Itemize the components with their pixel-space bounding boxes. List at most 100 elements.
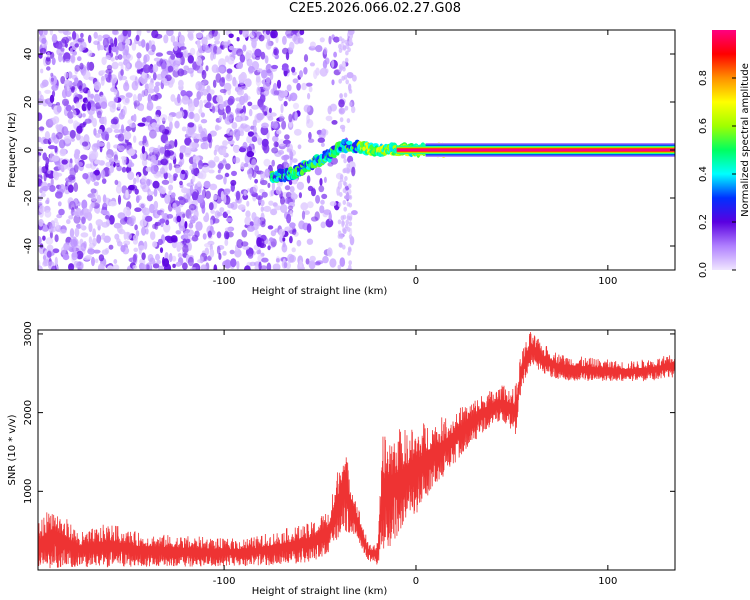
noise-mark bbox=[168, 190, 172, 196]
noise-mark bbox=[38, 218, 44, 227]
noise-mark bbox=[116, 238, 121, 244]
colorbar-gradient bbox=[712, 30, 736, 270]
noise-mark bbox=[72, 109, 77, 118]
noise-mark bbox=[184, 221, 188, 229]
noise-mark bbox=[346, 72, 354, 79]
noise-mark bbox=[339, 257, 346, 267]
carrier-line-mark bbox=[396, 148, 675, 152]
noise-mark bbox=[198, 159, 203, 170]
x-tick-label: -100 bbox=[213, 576, 236, 587]
noise-mark bbox=[254, 265, 260, 270]
noise-mark bbox=[139, 152, 147, 161]
noise-mark bbox=[230, 201, 238, 210]
noise-mark bbox=[289, 92, 298, 102]
noise-mark bbox=[253, 125, 257, 134]
noise-mark bbox=[69, 47, 73, 55]
noise-mark bbox=[126, 54, 134, 61]
noise-mark bbox=[189, 141, 196, 151]
noise-mark bbox=[146, 100, 154, 111]
noise-mark bbox=[76, 125, 83, 134]
noise-mark bbox=[306, 238, 314, 245]
noise-mark bbox=[199, 99, 204, 110]
noise-mark bbox=[103, 116, 107, 126]
noise-mark bbox=[271, 159, 276, 167]
noise-mark bbox=[303, 104, 311, 113]
noise-mark bbox=[185, 238, 191, 244]
noise-mark bbox=[243, 162, 249, 168]
noise-mark bbox=[45, 237, 54, 245]
noise-mark bbox=[225, 105, 231, 114]
noise-mark bbox=[248, 108, 253, 117]
y-tick-label: 2000 bbox=[23, 400, 34, 425]
noise-mark bbox=[289, 41, 295, 51]
noise-mark bbox=[96, 194, 102, 204]
noise-mark bbox=[68, 263, 75, 270]
noise-mark bbox=[270, 30, 278, 39]
noise-mark bbox=[201, 69, 207, 80]
noise-mark bbox=[67, 184, 74, 193]
noise-mark bbox=[166, 50, 173, 56]
noise-mark bbox=[260, 212, 265, 222]
noise-mark bbox=[224, 239, 229, 246]
noise-mark bbox=[111, 61, 119, 70]
noise-mark bbox=[113, 144, 120, 149]
noise-mark bbox=[260, 206, 264, 212]
noise-mark bbox=[108, 44, 112, 54]
noise-mark bbox=[261, 69, 268, 79]
noise-mark bbox=[242, 193, 249, 200]
noise-mark bbox=[246, 200, 250, 207]
noise-mark bbox=[348, 194, 353, 200]
noise-mark bbox=[236, 260, 240, 270]
noise-mark bbox=[90, 103, 96, 111]
noise-mark bbox=[213, 264, 218, 270]
noise-mark bbox=[285, 30, 293, 37]
noise-mark bbox=[348, 247, 352, 253]
noise-mark bbox=[338, 44, 342, 49]
noise-mark bbox=[77, 37, 85, 43]
noise-mark bbox=[236, 48, 244, 57]
noise-mark bbox=[188, 222, 194, 229]
noise-mark bbox=[150, 154, 157, 162]
noise-mark bbox=[117, 54, 123, 60]
noise-mark bbox=[93, 40, 100, 46]
noise-mark bbox=[122, 96, 130, 106]
noise-mark bbox=[263, 205, 272, 212]
noise-mark bbox=[58, 184, 66, 193]
noise-mark bbox=[271, 181, 275, 192]
noise-mark bbox=[330, 157, 338, 165]
noise-mark bbox=[191, 234, 199, 242]
noise-mark bbox=[339, 65, 344, 71]
noise-mark bbox=[190, 70, 194, 78]
noise-mark bbox=[46, 250, 52, 258]
noise-mark bbox=[235, 107, 240, 118]
noise-mark bbox=[163, 258, 170, 268]
noise-mark bbox=[73, 214, 81, 224]
noise-mark bbox=[251, 104, 259, 110]
noise-mark bbox=[118, 145, 125, 152]
noise-mark bbox=[275, 256, 281, 264]
noise-mark bbox=[148, 123, 156, 129]
noise-mark bbox=[188, 215, 193, 220]
noise-mark bbox=[307, 92, 311, 100]
noise-mark bbox=[70, 239, 78, 248]
noise-mark bbox=[348, 260, 353, 266]
noise-mark bbox=[66, 219, 71, 225]
noise-mark bbox=[308, 131, 312, 140]
noise-mark bbox=[285, 191, 292, 199]
noise-mark bbox=[173, 216, 178, 223]
noise-mark bbox=[239, 130, 245, 137]
noise-mark bbox=[152, 72, 157, 81]
noise-mark bbox=[188, 103, 195, 112]
noise-mark bbox=[291, 229, 297, 236]
noise-mark bbox=[343, 92, 348, 98]
noise-mark bbox=[224, 172, 230, 178]
noise-mark bbox=[293, 128, 302, 136]
noise-mark bbox=[152, 263, 160, 269]
noise-mark bbox=[55, 43, 63, 50]
noise-mark bbox=[203, 180, 211, 189]
noise-mark bbox=[80, 154, 88, 161]
noise-mark bbox=[80, 232, 89, 238]
noise-mark bbox=[234, 115, 243, 123]
noise-mark bbox=[110, 164, 114, 173]
noise-mark bbox=[218, 115, 222, 122]
